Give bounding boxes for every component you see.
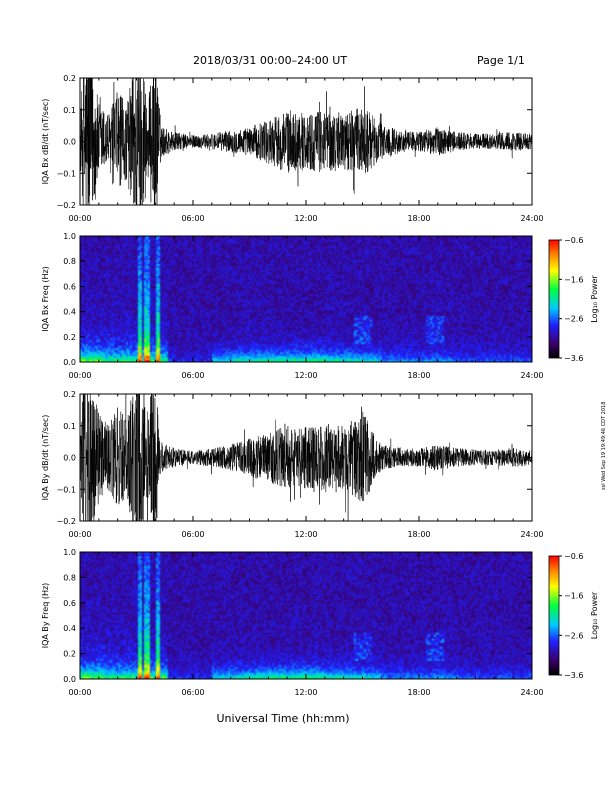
x-tick-label: 24:00 bbox=[520, 371, 543, 380]
colorbar-tick-label: −3.6 bbox=[564, 671, 583, 680]
y-axis-title: IQA Bx dB/dt (nT/sec) bbox=[41, 99, 50, 185]
x-tick-label: 24:00 bbox=[520, 688, 543, 697]
x-tick-label: 00:00 bbox=[68, 530, 91, 539]
colorbar-scale bbox=[548, 555, 560, 676]
y-tick-label: −0.2 bbox=[57, 517, 76, 526]
colorbar-tick-label: −0.6 bbox=[564, 552, 583, 561]
signal-trace bbox=[80, 394, 532, 521]
colorbar: −0.6 −1.6 −2.6 −3.6 Log₁₀ Power bbox=[548, 236, 599, 363]
colorbar-tick-label: −2.6 bbox=[564, 631, 583, 640]
y-tick-label: 0.4 bbox=[63, 308, 76, 317]
spectrogram-image bbox=[80, 552, 532, 679]
y-tick-label: 0.6 bbox=[63, 599, 76, 608]
y-tick-label: −0.1 bbox=[57, 485, 76, 494]
colorbar-tick-label: −2.6 bbox=[564, 315, 583, 324]
x-axis-title: Universal Time (hh:mm) bbox=[217, 712, 350, 725]
x-tick-label: 12:00 bbox=[294, 530, 317, 539]
x-tick-label: 18:00 bbox=[407, 688, 430, 697]
y-tick-label: 0.2 bbox=[63, 333, 76, 342]
x-tick-label: 06:00 bbox=[181, 530, 204, 539]
y-tick-label: 1.0 bbox=[63, 548, 76, 557]
y-axis-title: IQA By dB/dt (nT/sec) bbox=[41, 415, 50, 501]
y-tick-label: 0.2 bbox=[63, 650, 76, 659]
panel-3: 00:00 06:00 12:00 18:00 24:00 0.2 0.1 0.0 −0.1 −0… bbox=[41, 390, 544, 539]
x-tick-label: 06:00 bbox=[181, 214, 204, 223]
y-tick-label: 0.6 bbox=[63, 282, 76, 291]
y-tick-label: 0.2 bbox=[63, 390, 76, 399]
y-tick-label: 0.2 bbox=[63, 74, 76, 83]
y-tick-label: 0.8 bbox=[63, 257, 76, 266]
x-tick-label: 12:00 bbox=[294, 371, 317, 380]
colorbar-tick-label: −1.6 bbox=[564, 275, 583, 284]
panel-2: 00:00 06:00 12:00 18:00 24:00 1.0 0.8 0.6 0.4 0.2… bbox=[41, 232, 544, 380]
x-tick-label: 24:00 bbox=[520, 530, 543, 539]
panel-1: 00:00 06:00 12:00 18:00 24:00 0.2 0.1 0.0 −0.1 −0… bbox=[41, 74, 544, 223]
signal-trace bbox=[80, 78, 532, 205]
colorbar-title: Log₁₀ Power bbox=[590, 591, 599, 639]
page-title: 2018/03/31 00:00–24:00 UT bbox=[193, 54, 348, 67]
x-tick-label: 12:00 bbox=[294, 214, 317, 223]
x-tick-label: 18:00 bbox=[407, 371, 430, 380]
panel-4: 00:00 06:00 12:00 18:00 24:00 1.0 0.8 0.6 0.4 0.2… bbox=[41, 548, 544, 697]
x-tick-label: 18:00 bbox=[407, 530, 430, 539]
y-tick-label: 0.1 bbox=[63, 422, 76, 431]
x-tick-label: 00:00 bbox=[68, 371, 91, 380]
y-tick-label: 0.0 bbox=[63, 675, 76, 684]
y-tick-label: 0.0 bbox=[63, 454, 76, 463]
y-tick-label: −0.2 bbox=[57, 201, 76, 210]
colorbar-tick-label: −3.6 bbox=[564, 354, 583, 363]
colorbar: −0.6 −1.6 −2.6 −3.6 Log₁₀ Power bbox=[548, 552, 599, 680]
y-tick-label: 1.0 bbox=[63, 232, 76, 241]
x-tick-label: 06:00 bbox=[181, 371, 204, 380]
x-tick-label: 18:00 bbox=[407, 214, 430, 223]
page-number: Page 1/1 bbox=[477, 54, 525, 67]
x-tick-label: 06:00 bbox=[181, 688, 204, 697]
y-axis-title: IQA By Freq (Hz) bbox=[41, 583, 50, 649]
y-tick-label: 0.1 bbox=[63, 106, 76, 115]
y-tick-label: 0.0 bbox=[63, 138, 76, 147]
x-tick-label: 24:00 bbox=[520, 214, 543, 223]
colorbar-title: Log₁₀ Power bbox=[590, 275, 599, 323]
x-tick-label: 12:00 bbox=[294, 688, 317, 697]
colorbar-scale bbox=[548, 239, 560, 359]
spectrogram-image bbox=[80, 236, 532, 362]
y-axis-title: IQA Bx Freq (Hz) bbox=[41, 266, 50, 332]
x-tick-label: 00:00 bbox=[68, 214, 91, 223]
y-tick-label: 0.8 bbox=[63, 573, 76, 582]
colorbar-tick-label: −0.6 bbox=[564, 236, 583, 245]
colorbar-tick-label: −1.6 bbox=[564, 592, 583, 601]
x-tick-label: 00:00 bbox=[68, 688, 91, 697]
y-tick-label: 0.0 bbox=[63, 358, 76, 367]
y-tick-label: −0.1 bbox=[57, 169, 76, 178]
y-tick-label: 0.4 bbox=[63, 624, 76, 633]
